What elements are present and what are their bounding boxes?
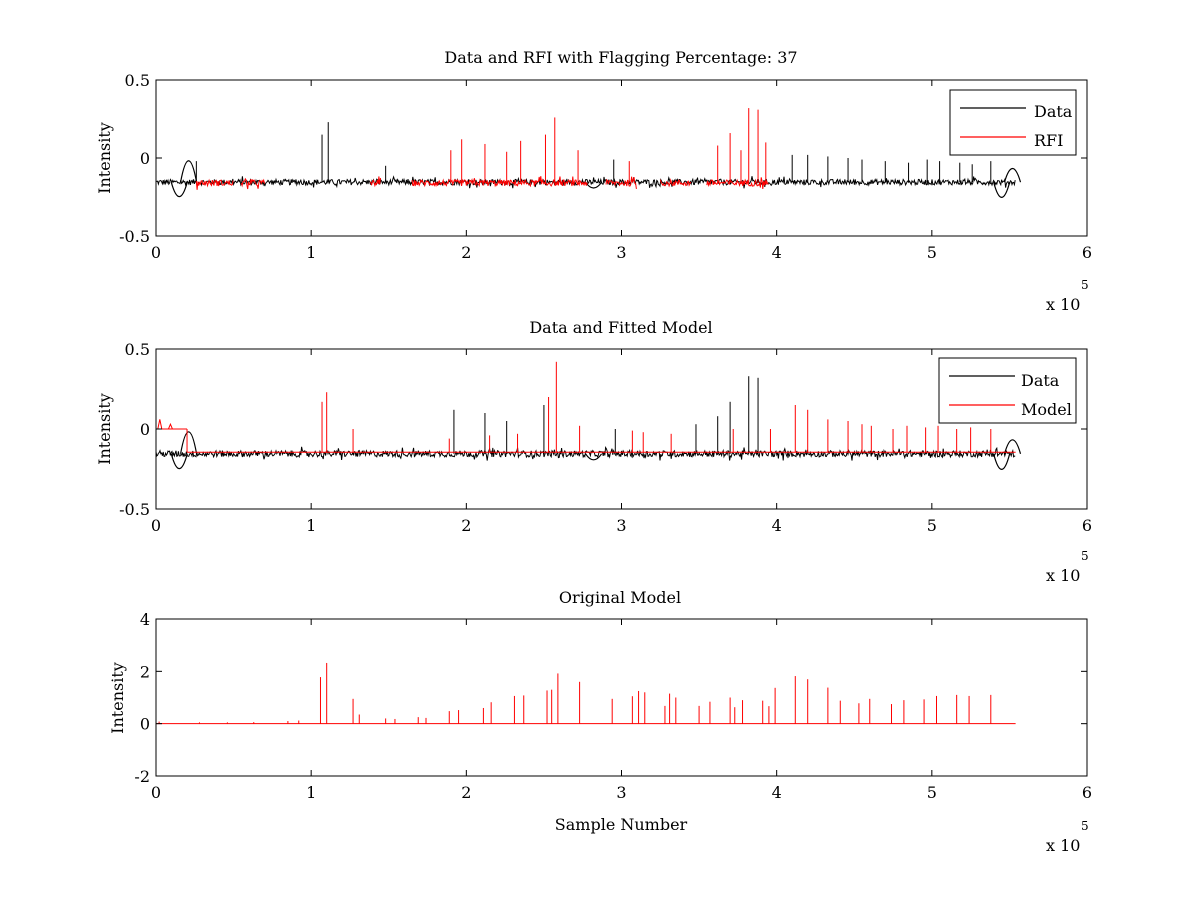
y-tick-label: 0.5 [125,340,150,359]
y-axis-label: Intensity [108,662,127,734]
y-axis-label: Intensity [95,393,114,465]
x-tick-label: 5 [927,516,937,535]
x-exponent-label: x 10 [1046,295,1080,314]
series-feature [170,182,188,198]
series-trace [195,178,234,190]
x-tick-label: 5 [927,243,937,262]
series-model [156,662,1016,725]
x-tick-label: 0 [151,783,161,802]
y-tick-label: -0.5 [119,227,150,246]
series-data [155,122,1022,198]
plot-title: Data and Fitted Model [529,318,712,337]
axes-box [155,79,1088,237]
x-tick-label: 0 [151,516,161,535]
y-tick-label: 0 [140,715,150,734]
y-tick-label: -2 [134,767,150,786]
x-tick-label: 1 [306,516,316,535]
x-axis-label: Sample Number [555,815,688,834]
ticks: 0 1 2 3 4 5 60.50-0.5 [119,71,1092,262]
x-exponent-label: x 10 [1046,566,1080,585]
series-feature [993,453,1011,471]
series-layer [155,361,1022,471]
series-bump [157,419,163,430]
series-trace [369,176,381,188]
x-tick-label: 3 [616,516,626,535]
x-tick-label: 6 [1082,243,1092,262]
y-tick-label: 2 [140,662,150,681]
series-trace [605,176,637,189]
series-trace [706,177,769,190]
x-tick-label: 4 [772,783,782,802]
x-exponent-label: x 10 [1046,836,1080,855]
legend-label-data: Data [1021,371,1060,390]
series-layer [155,108,1022,198]
x-tick-label: 4 [772,516,782,535]
x-tick-label: 2 [461,243,471,262]
series-feature [993,182,1011,198]
y-axis-label: Intensity [95,122,114,194]
series-model [156,361,1016,453]
x-exponent-power: 5 [1081,278,1089,292]
series-rfi [195,108,769,190]
series-feature [179,431,198,454]
legend: Data RFI [949,89,1077,156]
y-tick-label: -0.5 [119,500,150,519]
y-tick-label: 4 [140,610,150,629]
series-trace [155,175,1016,189]
x-tick-label: 6 [1082,783,1092,802]
legend-label-model: Model [1021,400,1072,419]
series-data [155,376,1022,471]
legend-label-rfi: RFI [1034,131,1063,150]
x-tick-label: 3 [616,783,626,802]
series-feature [1003,439,1022,454]
legend-label-data: Data [1034,102,1073,121]
x-tick-label: 4 [772,243,782,262]
y-tick-label: 0.5 [125,71,150,90]
series-bump [167,422,173,430]
subplot-model: Data and Fitted Model 0 1 2 3 4 5 60.50-0.5 In… [95,318,1092,585]
axes-box [155,618,1088,777]
legend-box [938,357,1077,424]
series-layer [156,662,1016,725]
series-feature [1003,167,1022,183]
series-trace [411,176,588,188]
x-tick-label: 5 [927,783,937,802]
x-tick-label: 1 [306,783,316,802]
plot-title: Data and RFI with Flagging Percentage: 3… [444,48,797,67]
x-exponent-power: 5 [1081,549,1089,563]
x-tick-label: 2 [461,516,471,535]
x-tick-label: 6 [1082,516,1092,535]
x-tick-label: 2 [461,783,471,802]
series-trace [240,177,265,190]
series-feature [179,160,198,183]
legend-box [949,89,1077,156]
legend: Data Model [938,357,1077,424]
subplot-rfi: Data and RFI with Flagging Percentage: 3… [95,48,1092,314]
ticks: 0 1 2 3 4 5 60.50-0.5 [119,340,1092,535]
x-tick-label: 0 [151,243,161,262]
series-trace [659,178,692,188]
series-feature [585,453,603,461]
series-feature [170,453,188,470]
x-exponent-power: 5 [1081,819,1089,833]
series-trace [155,445,1016,461]
y-tick-label: 0 [140,149,150,168]
x-tick-label: 3 [616,243,626,262]
x-tick-label: 1 [306,243,316,262]
y-tick-label: 0 [140,420,150,439]
plot-title: Original Model [559,588,681,607]
